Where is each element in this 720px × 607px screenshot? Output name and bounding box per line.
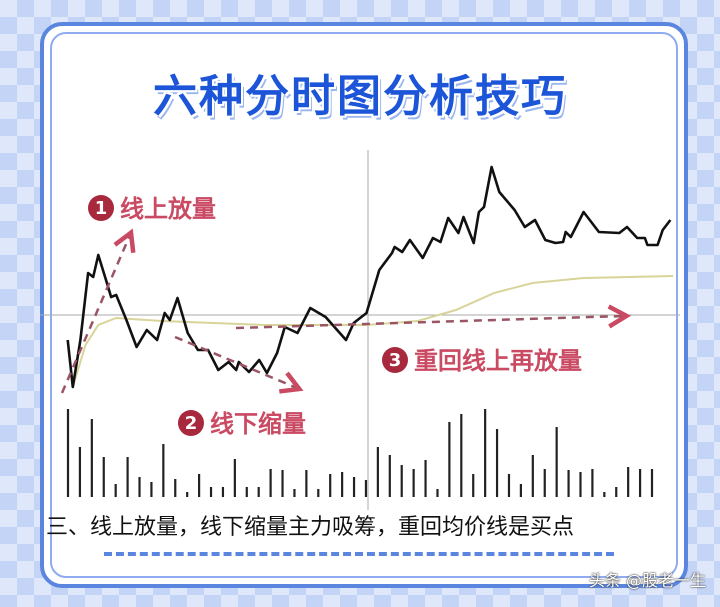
frame-dashed-border [104,552,614,556]
annotation-2: 2 线下缩量 [178,410,306,438]
frame-card [40,22,688,588]
page-title: 六种分时图分析技巧 [153,71,567,122]
annotation-1: 1 线上放量 [88,195,216,223]
annotation-3: 3 重回线上再放量 [382,347,582,375]
frame-inner-border [50,32,678,578]
annotation-2-text: 线下缩量 [210,410,306,438]
arrow-1 [60,228,136,394]
intraday-chart: 1 线上放量 2 线下缩量 3 重回线上再放量 [40,150,680,510]
annotation-1-text: 线上放量 [120,195,216,223]
annotation-1-number: 1 [95,198,108,219]
watermark: 头条 @股老一生 [588,571,706,590]
arrow-3 [235,304,632,330]
annotation-3-number: 3 [389,350,402,371]
price-line [66,165,672,389]
annotation-2-number: 2 [185,413,198,434]
annotation-3-text: 重回线上再放量 [414,347,582,375]
caption-text: 三、线上放量，线下缩量主力吸筹，重回均价线是买点 [46,515,575,540]
volume-bars [66,409,654,497]
